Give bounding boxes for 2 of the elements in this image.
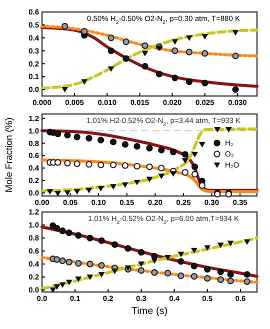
y-axis-title: Mole Fraction (%) <box>4 118 15 192</box>
x-axis-title: Time (s) <box>131 306 168 317</box>
